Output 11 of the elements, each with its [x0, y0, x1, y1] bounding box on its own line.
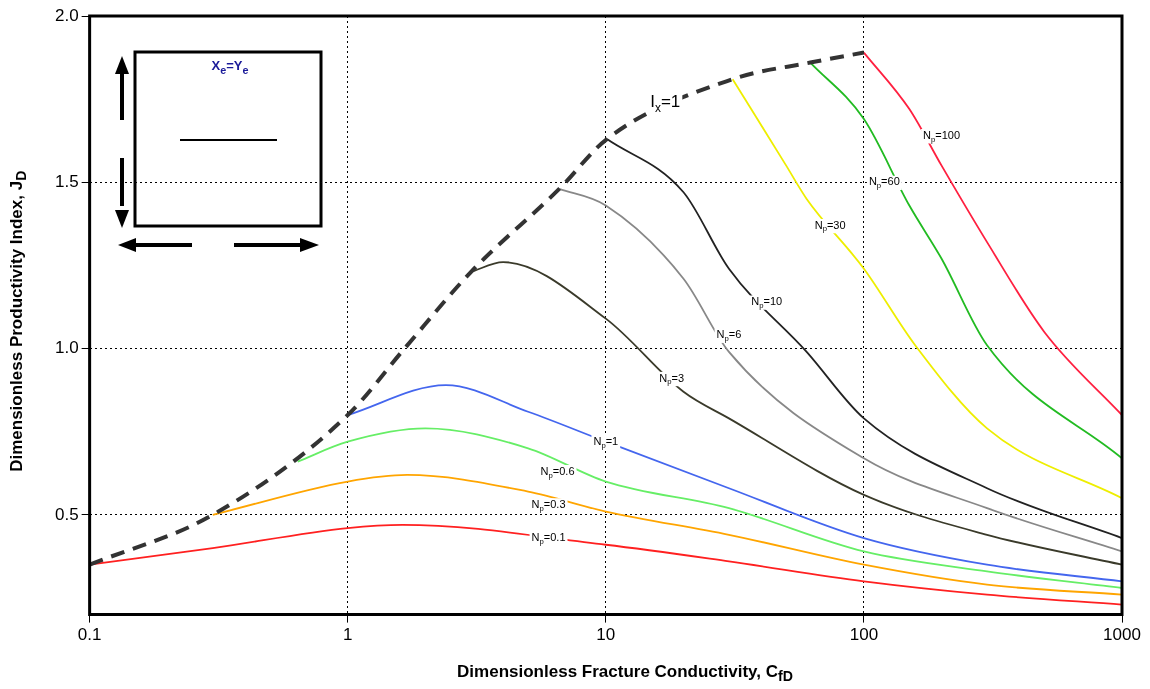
- x-tick-label: 0.1: [77, 625, 102, 645]
- x-tick-label: 10: [596, 625, 616, 645]
- y-tick-label: 1.0: [54, 338, 79, 358]
- y-tick-label: 0.5: [54, 504, 79, 524]
- x-tick-label: 100: [849, 625, 879, 645]
- x-axis-title: Dimensionless Fracture Conductivity, C$_{fD}$: [456, 662, 794, 685]
- x-tick-label: 1: [342, 625, 353, 645]
- x-tick-label: 1000: [1103, 625, 1141, 645]
- y-tick-label: 2.0: [54, 5, 79, 25]
- y-tick-label: 1.5: [54, 171, 79, 191]
- annotation: X$_{e}$=Y$_{e}$: [210, 58, 250, 76]
